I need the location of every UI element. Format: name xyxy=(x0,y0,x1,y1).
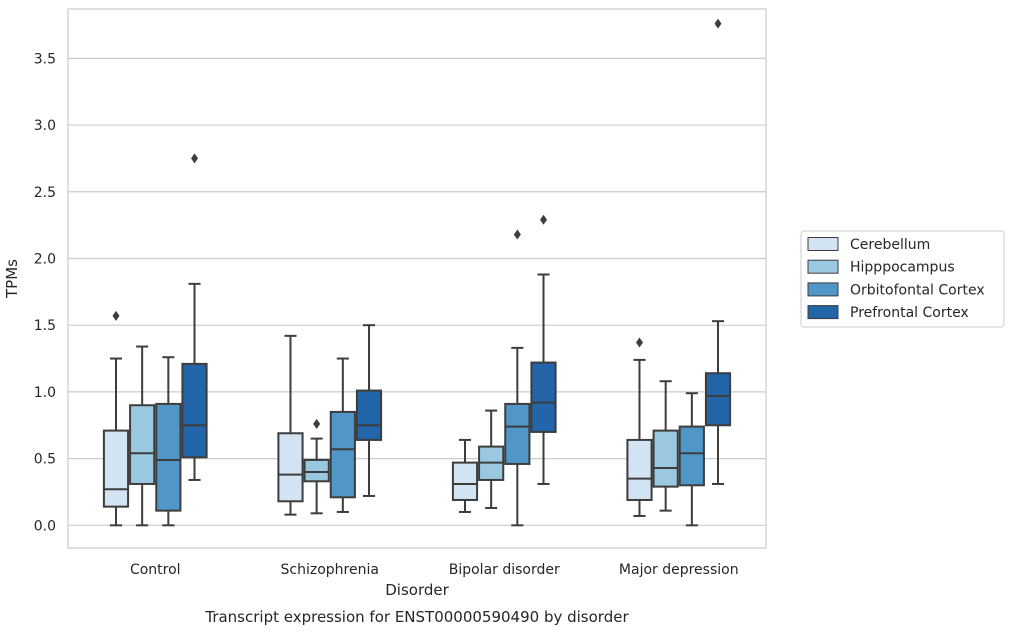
y-axis-label: TPMs xyxy=(3,259,21,299)
outlier-point xyxy=(313,418,321,429)
x-tick-label: Bipolar disorder xyxy=(449,562,560,578)
box xyxy=(129,404,156,485)
legend-swatch xyxy=(807,237,839,251)
x-tick-label: Control xyxy=(130,562,181,578)
y-tick-label: 2.5 xyxy=(34,185,56,201)
x-tick-labels: Control Schizophrenia Bipolar disorder Majo… xyxy=(130,562,739,578)
x-tick-label: Schizophrenia xyxy=(281,562,379,578)
outlier-point xyxy=(513,229,521,240)
legend-swatch xyxy=(807,305,839,320)
box xyxy=(652,429,679,488)
box-series xyxy=(102,18,732,527)
box xyxy=(102,429,130,508)
y-tick-label: 1.5 xyxy=(34,318,56,334)
box xyxy=(277,432,304,503)
legend-swatch xyxy=(807,259,839,274)
box xyxy=(155,402,182,512)
plot-frame xyxy=(67,8,767,549)
box xyxy=(678,425,705,487)
box xyxy=(329,410,356,499)
y-tick-label: 0.0 xyxy=(34,518,56,534)
figure-caption: Transcript expression for ENST0000059049… xyxy=(204,608,629,626)
box xyxy=(451,461,479,501)
outlier-point xyxy=(714,18,722,29)
y-tick-label: 3.0 xyxy=(34,118,56,134)
legend-label: Orbitofontal Cortex xyxy=(850,282,985,298)
outlier-point xyxy=(540,214,548,225)
x-axis-label: Disorder xyxy=(385,581,449,599)
series-hipppocampus xyxy=(129,345,679,527)
outlier-point xyxy=(635,337,643,348)
legend-label: Prefrontal Cortex xyxy=(850,305,969,321)
box xyxy=(704,372,732,427)
x-tick-label: Major depression xyxy=(619,562,739,578)
box xyxy=(504,402,531,465)
legend-label: Cerebellum xyxy=(850,237,930,253)
y-tick-labels: 0.0 0.5 1.0 1.5 2.0 2.5 3.0 3.5 xyxy=(34,51,56,534)
legend: Cerebellum Hipppocampus Orbitofontal Corte… xyxy=(800,230,1005,328)
y-tick-label: 3.5 xyxy=(34,51,56,67)
box xyxy=(530,361,557,433)
legend-frame xyxy=(800,230,1005,328)
series-orbitofontal-cortex xyxy=(155,229,705,527)
y-tick-label: 0.5 xyxy=(34,452,56,468)
box xyxy=(626,438,653,501)
y-tick-label: 1.0 xyxy=(34,385,56,401)
box xyxy=(181,362,208,459)
outlier-point xyxy=(112,310,120,321)
series-cerebellum xyxy=(102,310,653,527)
legend-swatch xyxy=(807,282,839,297)
box xyxy=(303,458,330,483)
series-prefrontal-cortex xyxy=(181,18,732,497)
legend-label: Hipppocampus xyxy=(850,260,955,276)
outlier-point xyxy=(191,153,199,164)
box xyxy=(355,389,383,441)
y-tick-label: 2.0 xyxy=(34,251,56,267)
